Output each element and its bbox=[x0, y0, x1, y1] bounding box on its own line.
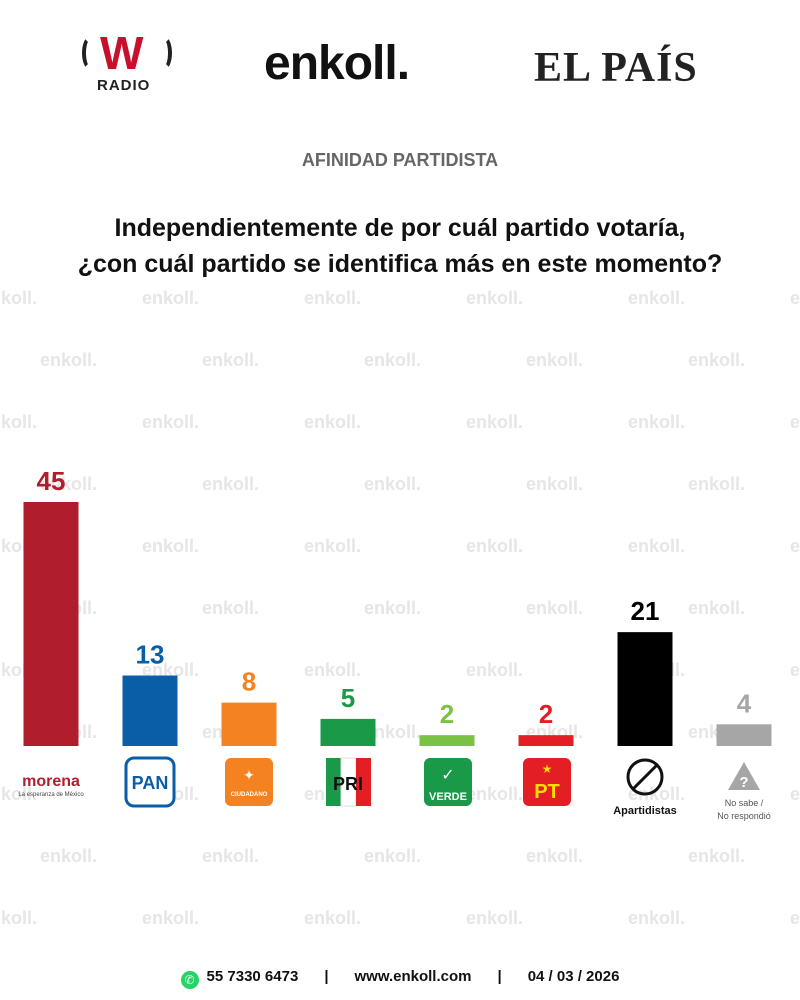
morena-logo: morena bbox=[22, 773, 80, 790]
watermark-text: enkoll. bbox=[304, 288, 362, 308]
survey-question: Independientemente de por cuál partido v… bbox=[40, 210, 760, 282]
pan-logo bbox=[124, 756, 176, 808]
pt-logo-text: PT bbox=[534, 781, 560, 803]
data-label: 8 bbox=[242, 667, 256, 697]
radio-wave-right-icon bbox=[156, 36, 172, 70]
data-label: 2 bbox=[440, 699, 454, 729]
bar bbox=[320, 718, 376, 746]
pri-logo-green bbox=[326, 758, 341, 806]
data-label: 13 bbox=[136, 640, 165, 670]
footer-date: 04 / 03 / 2026 bbox=[527, 968, 620, 985]
pt-star-icon: ★ bbox=[542, 762, 553, 776]
watermark-text: enkoll. bbox=[688, 846, 746, 866]
footer-separator: | bbox=[324, 968, 329, 985]
watermark-text: enkoll. bbox=[142, 412, 200, 432]
section-label: AFINIDAD PARTIDISTA bbox=[301, 150, 499, 170]
bar bbox=[716, 724, 772, 746]
no-party-icon bbox=[626, 758, 664, 796]
verde-logo bbox=[424, 758, 472, 806]
bar bbox=[122, 675, 178, 746]
enkoll-logo: enkoll. bbox=[264, 37, 410, 90]
watermark-text: enkoll. bbox=[0, 412, 38, 432]
watermark-text: enkoll. bbox=[364, 846, 422, 866]
no-respondio-label: No respondió bbox=[717, 811, 771, 821]
pri-logo-text: PRI bbox=[333, 774, 363, 794]
data-label: 21 bbox=[631, 596, 660, 626]
header: W RADIO enkoll. EL PAÍS bbox=[0, 0, 800, 120]
bar bbox=[221, 702, 277, 746]
watermark-text: enkoll. bbox=[0, 288, 38, 308]
no-sabe-label: No sabe / bbox=[725, 798, 764, 808]
verde-toucan-icon: ✓ bbox=[441, 765, 454, 784]
mc-logo-text: CIUDADANO bbox=[231, 792, 268, 798]
pan-logo-text: PAN bbox=[132, 773, 169, 793]
w-radio-logo-letter: W bbox=[100, 27, 144, 79]
watermark-text: enkoll. bbox=[688, 350, 746, 370]
watermark-text: enkoll. bbox=[466, 412, 524, 432]
data-label: 4 bbox=[737, 688, 752, 718]
data-label: 2 bbox=[539, 699, 553, 729]
watermark-text: enkoll. bbox=[40, 846, 98, 866]
apartidistas-label: Apartidistas bbox=[613, 805, 677, 817]
watermark-text: enkoll. bbox=[202, 350, 260, 370]
w-radio-logo: W RADIO bbox=[78, 26, 178, 98]
bar bbox=[23, 502, 79, 746]
bar bbox=[617, 632, 673, 746]
watermark-text: enkoll. bbox=[628, 908, 686, 928]
watermark-text: enkoll. bbox=[526, 846, 584, 866]
watermark-text: enkoll. bbox=[202, 846, 260, 866]
bar bbox=[419, 735, 475, 746]
pri-logo-red bbox=[356, 758, 371, 806]
footer: ✆ 55 7330 6473 | www.enkoll.com | 04 / 03 / 2… bbox=[0, 968, 800, 998]
watermark-text: enkoll. bbox=[142, 908, 200, 928]
watermark-text: enkoll. bbox=[790, 908, 800, 928]
question-mark-icon bbox=[728, 762, 760, 790]
watermark-text: enkoll. bbox=[364, 350, 422, 370]
bar-chart: 45 13 8 5 2 2 21 4 morena La esperanza de México P… bbox=[18, 466, 772, 821]
mc-eagle-icon: ✦ bbox=[243, 768, 255, 784]
morena-logo-tagline: La esperanza de México bbox=[18, 792, 84, 798]
watermark-text: enkoll. bbox=[0, 908, 38, 928]
mc-logo bbox=[225, 758, 273, 806]
el-pais-logo: EL PAÍS bbox=[534, 45, 698, 91]
watermark-text: enkoll. bbox=[40, 350, 98, 370]
verde-logo-text: VERDE bbox=[429, 791, 467, 803]
footer-website: www.enkoll.com bbox=[354, 968, 472, 985]
footer-separator: | bbox=[497, 968, 502, 985]
data-label: 5 bbox=[341, 683, 355, 713]
watermark-text: enkoll. bbox=[628, 288, 686, 308]
question-mark-glyph: ? bbox=[739, 774, 748, 791]
watermark-text: enkoll. bbox=[790, 412, 800, 432]
no-party-icon-slash bbox=[631, 763, 659, 791]
watermark-text: enkoll. bbox=[466, 908, 524, 928]
watermark-text: enkoll. bbox=[142, 288, 200, 308]
data-label: 45 bbox=[37, 466, 66, 496]
whatsapp-icon: ✆ bbox=[180, 971, 199, 989]
question-line-2: ¿con cuál partido se identifica más en e… bbox=[77, 250, 723, 278]
watermark-text: enkoll. bbox=[526, 350, 584, 370]
pt-logo bbox=[523, 758, 571, 806]
bar bbox=[518, 735, 574, 746]
watermark-text: enkoll. bbox=[304, 908, 362, 928]
watermark-text: enkoll. bbox=[304, 412, 362, 432]
watermark-text: enkoll. bbox=[628, 412, 686, 432]
radio-wave-left-icon bbox=[82, 36, 98, 70]
watermark-text: enkoll. bbox=[466, 288, 524, 308]
watermark-text: enkoll. bbox=[790, 288, 800, 308]
footer-phone: 55 7330 6473 bbox=[206, 968, 299, 985]
question-line-1: Independientemente de por cuál partido v… bbox=[114, 214, 686, 242]
w-radio-logo-sub: RADIO bbox=[97, 77, 151, 94]
